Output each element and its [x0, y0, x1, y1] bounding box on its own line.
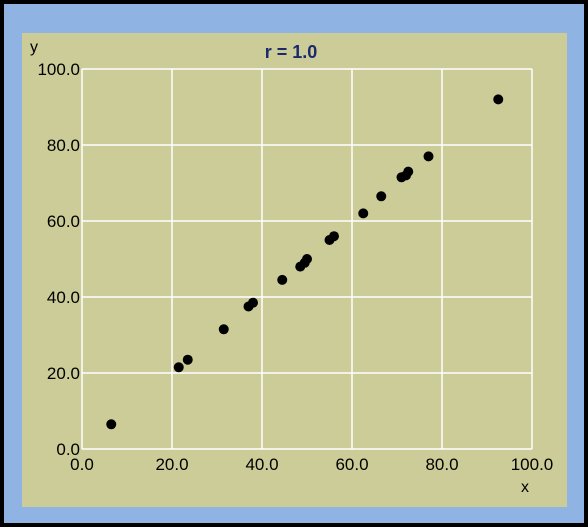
- data-point: [106, 419, 117, 430]
- data-point: [329, 231, 339, 242]
- y-tick-label: 60.0: [47, 212, 80, 231]
- x-tick-label: 100.0: [511, 455, 554, 474]
- data-point: [376, 191, 387, 202]
- data-point: [248, 297, 258, 308]
- data-point: [493, 94, 504, 105]
- y-tick-label: 40.0: [47, 288, 80, 307]
- y-tick-label: 80.0: [47, 136, 80, 155]
- data-point: [218, 324, 229, 335]
- y-tick-label: 100.0: [37, 60, 80, 79]
- data-point: [173, 362, 184, 373]
- data-point: [277, 274, 288, 285]
- x-tick-label: 20.0: [155, 455, 188, 474]
- tick-labels: 0.0 20.0 40.0 60.0 80.0 100.0 0.0 20.0 40.0 60.0 8…: [37, 60, 553, 474]
- chart-title: r = 1.0: [265, 42, 318, 62]
- x-tick-label: 60.0: [335, 455, 368, 474]
- y-tick-label: 20.0: [47, 364, 80, 383]
- x-tick-label: 80.0: [425, 455, 458, 474]
- data-point: [423, 151, 434, 162]
- y-tick-label: 0.0: [56, 440, 80, 459]
- data-points: [106, 94, 504, 430]
- x-axis-label: x: [521, 479, 529, 496]
- data-point: [182, 354, 193, 365]
- y-axis-label: y: [30, 39, 38, 56]
- x-tick-label: 0.0: [70, 455, 94, 474]
- data-point: [302, 254, 312, 264]
- data-point: [403, 166, 414, 177]
- x-tick-label: 40.0: [245, 455, 278, 474]
- data-point: [358, 208, 369, 219]
- grid-lines: [81, 68, 533, 450]
